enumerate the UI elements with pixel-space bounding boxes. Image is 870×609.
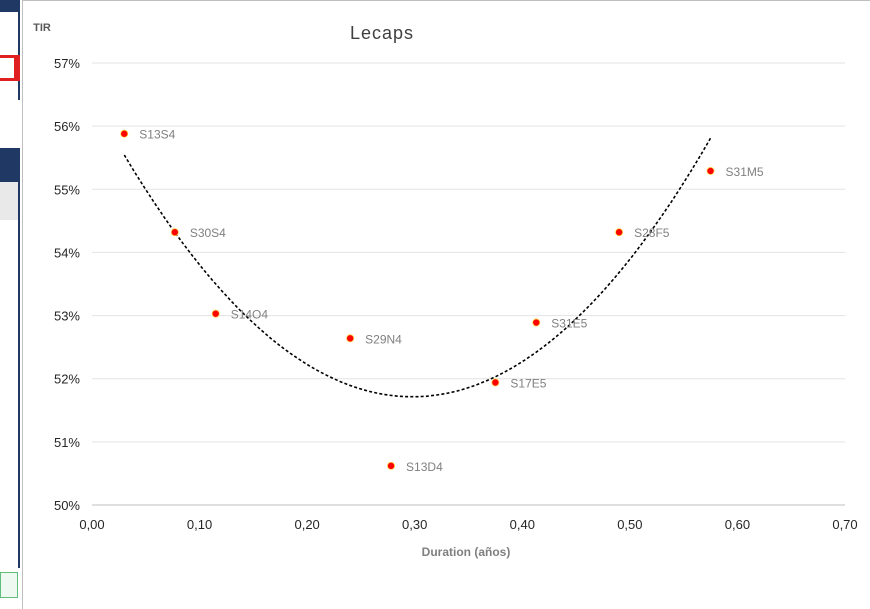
- data-point: [211, 309, 220, 318]
- y-axis-label: TIR: [33, 22, 51, 34]
- data-point-label: S29N4: [365, 332, 402, 346]
- x-tick-label: 0,10: [187, 517, 212, 532]
- data-point-label: S13S4: [139, 128, 175, 142]
- chart-frame: [22, 0, 870, 609]
- x-tick-label: 0,60: [725, 517, 750, 532]
- data-point-label: S17E5: [510, 377, 546, 391]
- chart-title: Lecaps: [350, 23, 414, 43]
- data-point-label: S14O4: [231, 308, 269, 322]
- data-point: [491, 378, 500, 387]
- x-axis-label: Duration (años): [422, 545, 511, 559]
- y-tick-label: 55%: [54, 182, 80, 197]
- data-point-label: S30S4: [190, 226, 226, 240]
- left-panel-border-lower: [18, 148, 20, 568]
- x-tick-label: 0,30: [402, 517, 427, 532]
- data-point: [387, 461, 396, 470]
- y-tick-label: 51%: [54, 435, 80, 450]
- data-point: [170, 228, 179, 237]
- y-tick-label: 52%: [54, 372, 80, 387]
- x-tick-label: 0,20: [294, 517, 319, 532]
- y-tick-label: 56%: [54, 119, 80, 134]
- data-point-label: S31M5: [726, 165, 764, 179]
- data-point: [615, 228, 624, 237]
- y-tick-label: 57%: [54, 56, 80, 71]
- x-tick-label: 0,00: [79, 517, 104, 532]
- left-panel-grey-block: [0, 182, 20, 220]
- x-tick-label: 0,70: [832, 517, 857, 532]
- data-point-label: S28F5: [634, 226, 670, 240]
- data-point: [120, 129, 129, 138]
- left-panel-header-bar: [0, 0, 20, 12]
- left-panel-red-marker-inner: [0, 58, 14, 78]
- data-point: [346, 334, 355, 343]
- y-tick-label: 50%: [54, 498, 80, 513]
- x-tick-label: 0,50: [617, 517, 642, 532]
- left-panel-border: [18, 0, 20, 100]
- data-point-label: S31E5: [551, 317, 587, 331]
- y-tick-label: 54%: [54, 245, 80, 260]
- left-panel-dark-block: [0, 148, 20, 182]
- left-edge-panel: [0, 0, 22, 609]
- data-point: [706, 166, 715, 175]
- data-point: [532, 318, 541, 327]
- left-panel-green-cell[interactable]: [0, 572, 18, 598]
- y-tick-label: 53%: [54, 309, 80, 324]
- trendline: [123, 137, 712, 398]
- data-point-label: S13D4: [406, 460, 443, 474]
- x-tick-label: 0,40: [510, 517, 535, 532]
